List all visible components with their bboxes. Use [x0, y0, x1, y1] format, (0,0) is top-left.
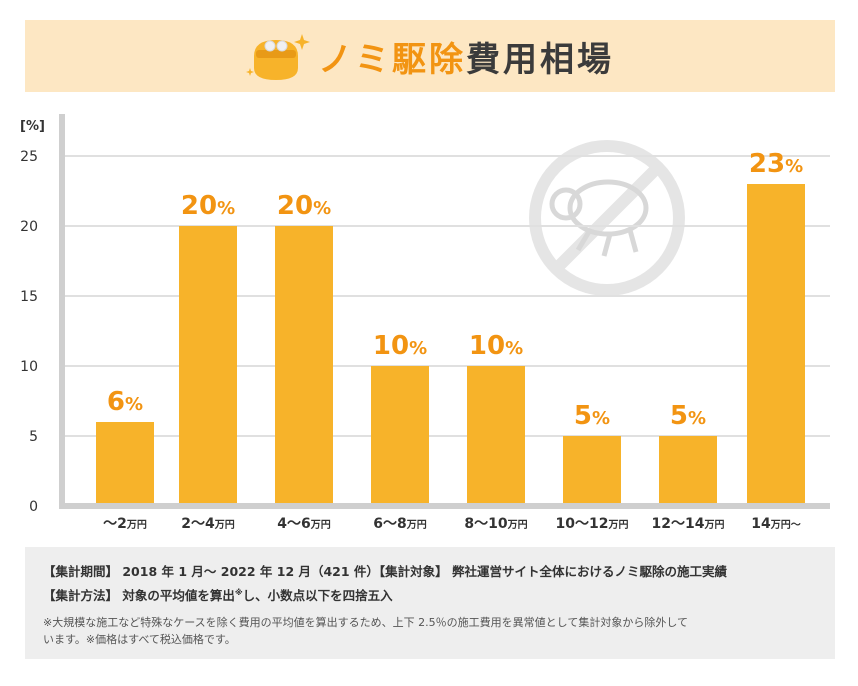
bar	[467, 366, 525, 503]
fine-print-line-2: います。※価格はすべて税込価格です。	[43, 633, 236, 647]
data-label-unit: %	[125, 394, 143, 415]
data-label-value: 23	[749, 149, 785, 179]
title: ノミ駆除費用相場	[25, 20, 835, 92]
x-tick-label-unit: 万円	[406, 519, 427, 531]
x-tick-label-range: 6～8	[373, 516, 406, 532]
x-tick-label: 4～6万円	[277, 516, 330, 532]
title-band: ノミ駆除費用相場	[25, 20, 835, 92]
y-tick-label: 15	[20, 289, 38, 305]
bar	[563, 436, 621, 503]
data-label-value: 5	[670, 401, 688, 431]
data-label-unit: %	[313, 198, 331, 219]
data-label-unit: %	[688, 408, 706, 429]
fine-print-line-1: ※大規模な施工など特殊なケースを除く費用の平均値を算出するため、上下 2.5％の…	[43, 616, 688, 630]
data-label: 5%	[670, 401, 706, 431]
note-method-b: し、小数点以下を四捨五入	[242, 588, 393, 604]
data-label-value: 20	[277, 191, 313, 221]
x-tick-label: 8～10万円	[464, 516, 527, 532]
x-tick-label-unit: 万円	[507, 519, 528, 531]
x-tick-label: 2～4万円	[181, 516, 234, 532]
note-method: 【集計方法】 対象の平均値を算出※し、小数点以下を四捨五入	[43, 582, 819, 606]
page-title: ノミ駆除費用相場	[318, 32, 614, 81]
bar	[659, 436, 717, 503]
data-label-unit: %	[409, 338, 427, 359]
note-mark: ※	[234, 588, 243, 597]
fine-print: ※大規模な施工など特殊なケースを除く費用の平均値を算出するため、上下 2.5％の…	[43, 614, 819, 648]
x-tick-label-unit: 万円	[310, 519, 331, 531]
x-tick-label: 10～12万円	[556, 516, 629, 532]
note-period: 【集計期間】 2018 年 1 月～ 2022 年 12 月（421 件）【集計…	[43, 564, 728, 579]
x-tick-label-range: 14	[751, 516, 771, 532]
data-label-unit: %	[785, 156, 803, 177]
x-tick-label-range: 2～4	[181, 516, 215, 532]
notes-panel: 【集計期間】 2018 年 1 月～ 2022 年 12 月（421 件）【集計…	[25, 547, 835, 659]
x-tick-label-range: 10～12	[556, 516, 609, 532]
data-label-value: 6	[107, 387, 125, 417]
data-label: 20%	[181, 191, 235, 221]
x-tick-label: 12～14万円	[652, 516, 725, 532]
x-tick-label: 14万円～	[751, 516, 800, 532]
data-label: 20%	[277, 191, 331, 221]
x-tick-label-unit: 万円	[214, 519, 235, 531]
bar	[371, 366, 429, 503]
x-tick-label-range: 12～14	[652, 516, 705, 532]
x-tick-label-unit: 万円	[126, 519, 147, 531]
coin-purse-icon	[246, 34, 310, 80]
y-tick-label: 0	[29, 499, 38, 515]
data-label: 10%	[373, 331, 427, 361]
x-tick-label-range: 4～6	[277, 516, 310, 532]
x-tick-label: 6～8万円	[373, 516, 426, 532]
data-label-value: 10	[373, 331, 409, 361]
title-rest: 費用相場	[466, 39, 614, 80]
y-tick-label: 5	[29, 429, 38, 445]
data-label: 6%	[107, 387, 143, 417]
bar	[179, 226, 237, 503]
y-axis-unit: [%]	[20, 119, 45, 134]
x-tick-label-unit: 万円～	[770, 519, 801, 531]
data-label: 10%	[469, 331, 523, 361]
note-method-a: 【集計方法】 対象の平均値を算出	[43, 588, 235, 604]
x-tick-label-unit: 万円	[703, 519, 724, 531]
x-tick-label-range: 8～10	[464, 516, 507, 532]
bar	[747, 184, 805, 503]
y-tick-label: 25	[20, 149, 38, 165]
title-accent: ノミ駆除	[318, 39, 466, 80]
no-flea-icon	[529, 140, 685, 296]
bar	[275, 226, 333, 503]
data-label-unit: %	[505, 338, 523, 359]
data-label-value: 10	[469, 331, 505, 361]
data-label: 23%	[749, 149, 803, 179]
x-tick-label-range: ～2	[103, 516, 127, 532]
x-tick-label: ～2万円	[103, 516, 147, 532]
data-label-unit: %	[217, 198, 235, 219]
x-tick-label-unit: 万円	[607, 519, 628, 531]
bar	[96, 422, 154, 503]
data-label-unit: %	[592, 408, 610, 429]
y-tick-label: 20	[20, 219, 38, 235]
data-label-value: 20	[181, 191, 217, 221]
y-tick-label: 10	[20, 359, 38, 375]
data-label-value: 5	[574, 401, 592, 431]
data-label: 5%	[574, 401, 610, 431]
